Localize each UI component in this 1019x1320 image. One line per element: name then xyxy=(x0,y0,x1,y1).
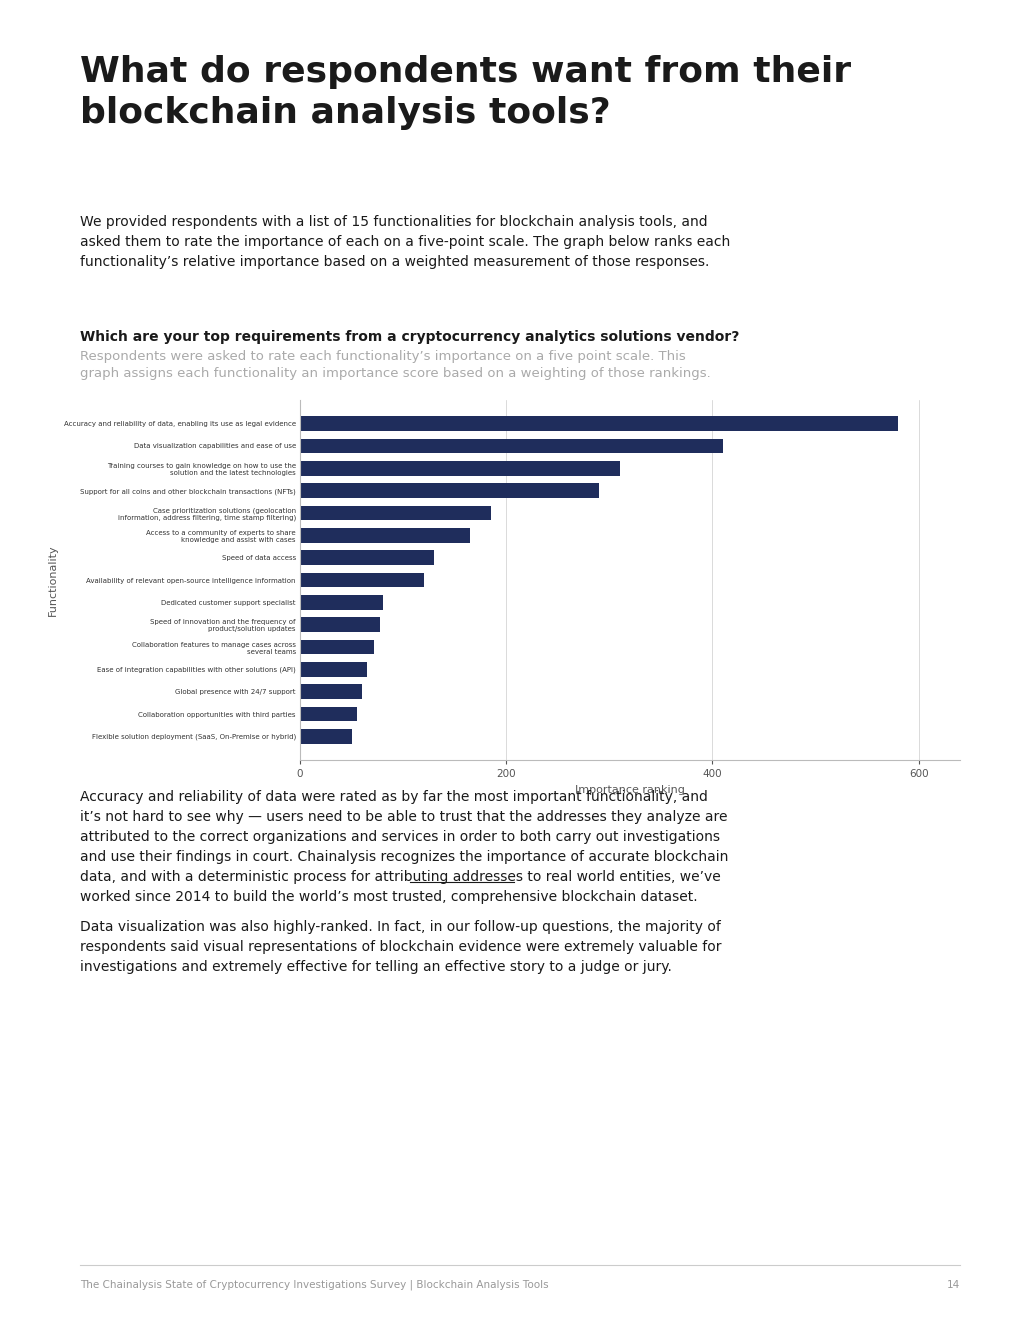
Bar xyxy=(300,483,598,498)
Bar xyxy=(300,438,722,453)
Bar xyxy=(300,506,490,520)
Bar xyxy=(300,640,374,655)
Bar xyxy=(300,416,898,430)
Bar xyxy=(300,595,382,610)
Bar xyxy=(300,528,470,543)
Text: Data visualization was also highly-ranked. In fact, in our follow-up questions, : Data visualization was also highly-ranke… xyxy=(79,920,720,974)
Text: We provided respondents with a list of 15 functionalities for blockchain analysi: We provided respondents with a list of 1… xyxy=(79,215,730,269)
Bar xyxy=(300,685,362,700)
Bar xyxy=(300,729,352,743)
Text: Which are your top requirements from a cryptocurrency analytics solutions vendor: Which are your top requirements from a c… xyxy=(79,330,739,345)
Text: Accuracy and reliability of data were rated as by far the most important functio: Accuracy and reliability of data were ra… xyxy=(79,789,728,904)
Text: Respondents were asked to rate each functionality’s importance on a five point s: Respondents were asked to rate each func… xyxy=(79,350,710,380)
Text: 14: 14 xyxy=(946,1280,959,1290)
Bar xyxy=(300,706,357,721)
X-axis label: Importance ranking: Importance ranking xyxy=(575,784,685,795)
Bar xyxy=(300,573,423,587)
Y-axis label: Functionality: Functionality xyxy=(48,544,58,616)
Bar xyxy=(300,618,380,632)
Bar xyxy=(300,663,367,677)
Bar xyxy=(300,461,620,475)
Text: What do respondents want from their
blockchain analysis tools?: What do respondents want from their bloc… xyxy=(79,55,850,129)
Text: The Chainalysis State of Cryptocurrency Investigations Survey | Blockchain Analy: The Chainalysis State of Cryptocurrency … xyxy=(79,1280,548,1291)
Bar xyxy=(300,550,434,565)
